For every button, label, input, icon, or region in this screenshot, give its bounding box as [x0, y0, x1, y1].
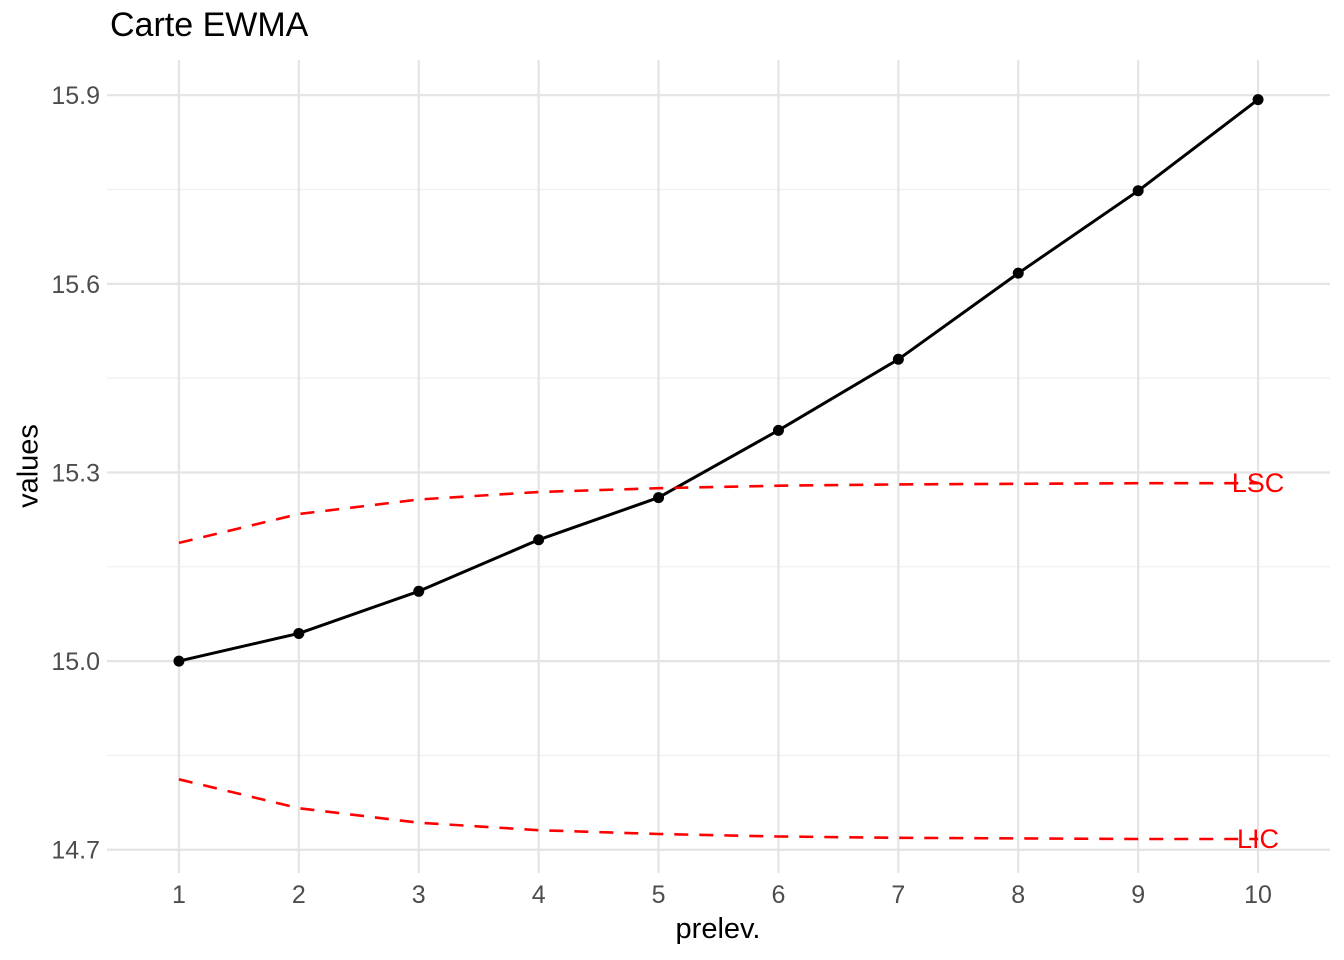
x-tick-label: 3: [412, 881, 426, 909]
x-tick-label: 6: [771, 881, 785, 909]
lic-line: [178, 778, 1259, 841]
ewma-point: [413, 585, 425, 597]
x-tick-label: 10: [1244, 881, 1272, 909]
ewma-point: [1012, 267, 1024, 279]
ewma-line: [178, 98, 1260, 663]
y-tick-label: 15.0: [51, 648, 100, 676]
x-tick-label: 2: [292, 881, 306, 909]
y-tick-label: 15.3: [51, 459, 100, 487]
lsc-line: [178, 481, 1259, 545]
ewma-point: [1132, 185, 1144, 197]
ewma-point: [892, 353, 904, 365]
x-tick-label: 9: [1131, 881, 1145, 909]
plot-title: Carte EWMA: [110, 6, 309, 44]
x-tick-label: 7: [891, 881, 905, 909]
x-tick-label: 1: [172, 881, 186, 909]
x-tick-label: 8: [1011, 881, 1025, 909]
y-axis-title: values: [12, 424, 45, 508]
x-tick-label: 4: [532, 881, 546, 909]
ewma-point: [293, 627, 305, 639]
lic-label: LIC: [1237, 824, 1279, 854]
lsc-label: LSC: [1232, 468, 1285, 498]
ewma-point: [1252, 94, 1264, 106]
ewma-point: [533, 534, 545, 546]
ewma-point: [772, 424, 784, 436]
ewma-point: [653, 492, 665, 504]
ewma-point: [173, 655, 185, 667]
x-axis-title: prelev.: [675, 913, 761, 945]
y-tick-label: 14.7: [51, 837, 100, 865]
y-tick-label: 15.6: [51, 271, 100, 299]
y-tick-label: 15.9: [51, 82, 100, 110]
x-tick-label: 5: [652, 881, 666, 909]
